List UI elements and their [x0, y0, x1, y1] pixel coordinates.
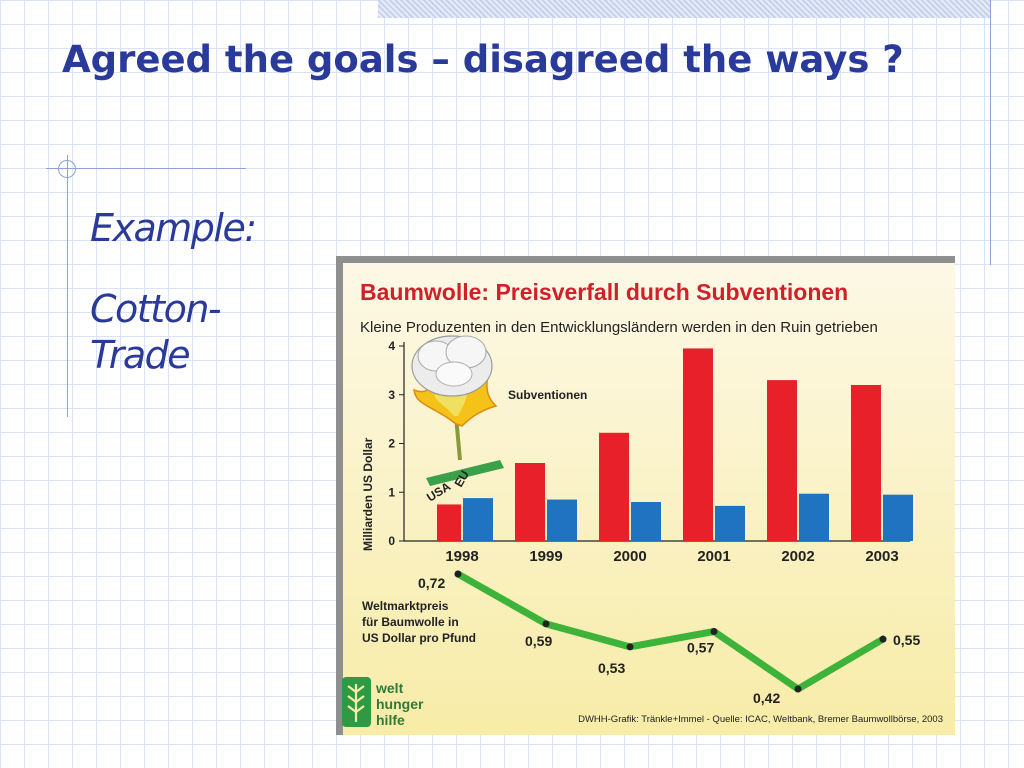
welthungerhilfe-logo: [342, 677, 371, 727]
x-tick-label: 2001: [697, 548, 730, 565]
decorative-circle: [58, 160, 76, 178]
x-tick-label: 2000: [613, 548, 646, 565]
bar-eu-1999: [547, 499, 577, 541]
price-point-2001: [710, 628, 718, 635]
slide-title: Agreed the goals – disagreed the ways ?: [62, 38, 904, 81]
price-value-label: 0,59: [525, 633, 552, 649]
price-line-series: 0,72 0,59 0,53 0,57 0,42 0,55: [418, 570, 920, 706]
bar-eu-1998: [463, 498, 493, 541]
bar-usa-2003: [851, 385, 881, 541]
decorative-horizontal-rule: [46, 168, 246, 169]
chart-svg: Baumwolle: Preisverfall durch Subvention…: [336, 256, 955, 735]
x-axis-ticks: 1998 1999 2000 2001 2002 2003: [445, 548, 898, 565]
price-point-2003: [879, 635, 887, 643]
cotton-subsidy-chart: Baumwolle: Preisverfall durch Subvention…: [336, 256, 955, 735]
logo-text-hilfe: hilfe: [376, 712, 405, 728]
price-line: [454, 570, 887, 693]
y-tick-label: 4: [388, 339, 395, 353]
logo-text-welt: welt: [375, 680, 404, 696]
chart-source: DWHH-Grafik: Tränkle+Immel - Quelle: ICA…: [578, 714, 943, 725]
cotton-fire-illustration: [411, 335, 504, 486]
price-label-line-1: Weltmarktpreis: [362, 599, 449, 613]
y-axis-label: Milliarden US Dollar: [361, 437, 375, 551]
bar-series: [437, 348, 913, 541]
price-label-line-3: US Dollar pro Pfund: [362, 631, 476, 645]
bullet-cotton-trade: Cotton- Trade: [90, 287, 222, 377]
x-tick-label: 2002: [781, 548, 814, 565]
price-label-line-2: für Baumwolle in: [362, 615, 459, 629]
x-tick-label: 1998: [445, 548, 478, 565]
bar-usa-2001: [683, 348, 713, 541]
y-tick-label: 1: [388, 485, 395, 499]
logo-text-hunger: hunger: [376, 696, 424, 712]
bar-eu-2003: [883, 494, 913, 541]
price-value-label: 0,55: [893, 632, 920, 648]
bar-usa-2002: [767, 380, 797, 541]
bar-usa-1999: [515, 463, 545, 541]
bullet-example: Example:: [90, 206, 257, 250]
x-tick-label: 2003: [865, 548, 898, 565]
price-point-2000: [626, 643, 634, 651]
bar-eu-2000: [631, 502, 661, 541]
header-decoration-band: [378, 0, 990, 18]
right-vertical-rule: [990, 0, 991, 265]
y-tick-label: 2: [388, 437, 395, 451]
price-point-2002: [794, 685, 802, 693]
price-value-label: 0,42: [753, 690, 780, 706]
y-tick-label: 3: [388, 388, 395, 402]
chart-title: Baumwolle: Preisverfall durch Subvention…: [360, 279, 848, 305]
price-value-label: 0,53: [598, 660, 625, 676]
price-point-1999: [542, 620, 550, 628]
bar-eu-2002: [799, 493, 829, 541]
bar-usa-1998: [437, 504, 461, 541]
price-point-1998: [454, 570, 462, 578]
price-value-label: 0,57: [687, 640, 714, 656]
bar-usa-2000: [599, 432, 629, 541]
y-tick-label: 0: [388, 534, 395, 548]
price-value-label: 0,72: [418, 575, 445, 591]
x-tick-label: 1999: [529, 548, 562, 565]
bar-eu-2001: [715, 505, 745, 541]
legend-subventionen: Subventionen: [508, 388, 587, 402]
chart-subtitle: Kleine Produzenten in den Entwicklungslä…: [360, 319, 878, 336]
decorative-vertical-rule: [67, 155, 68, 417]
